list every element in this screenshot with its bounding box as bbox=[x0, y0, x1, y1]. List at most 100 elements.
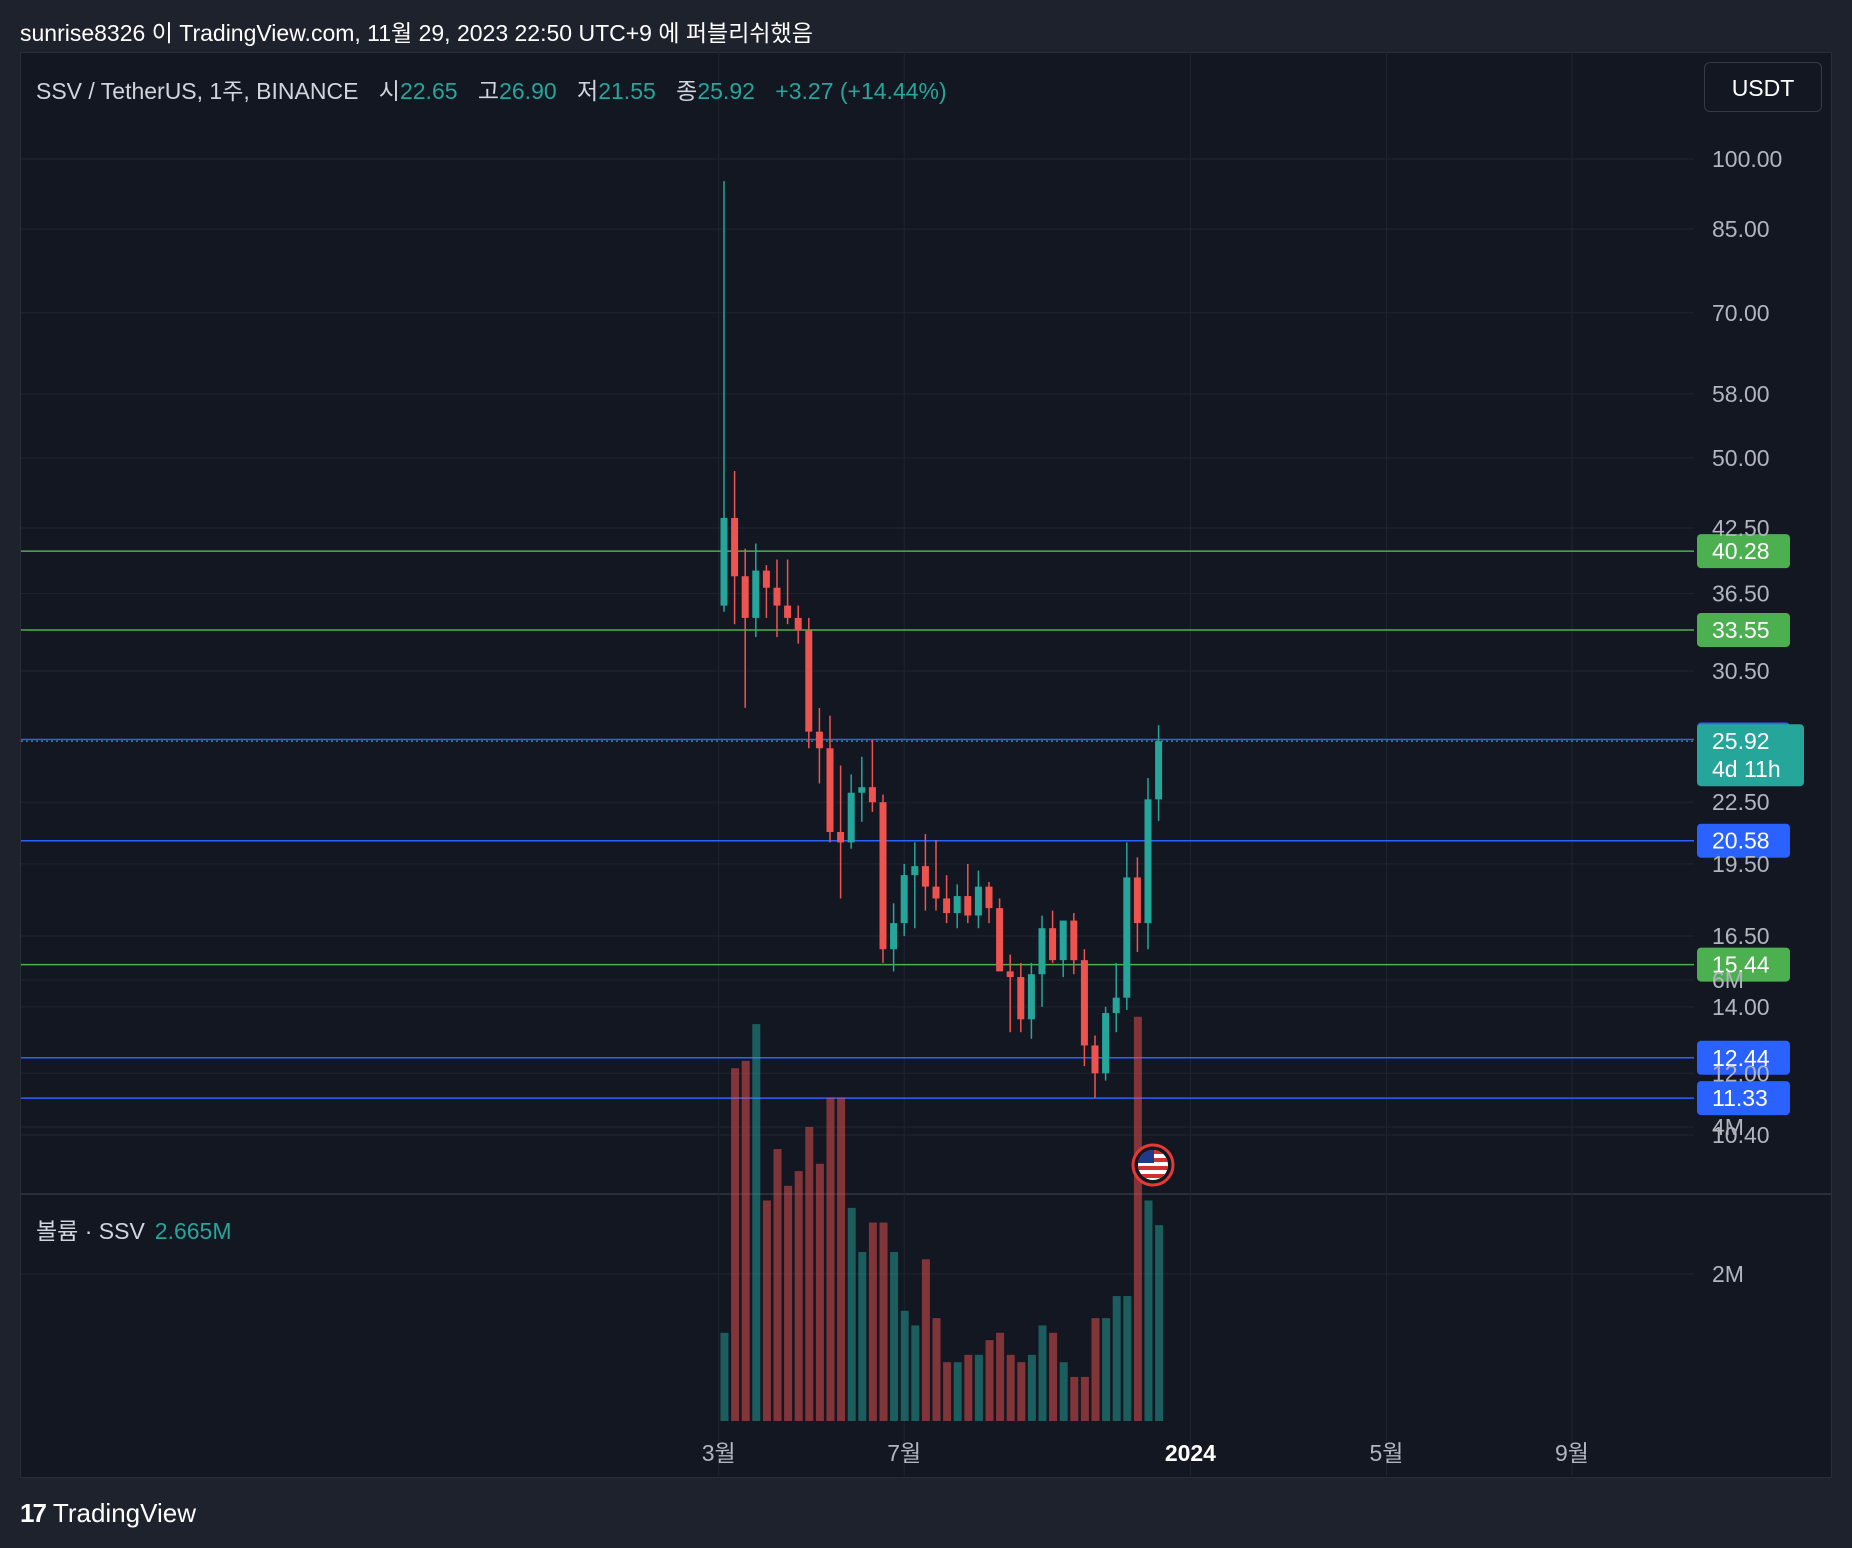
candle[interactable] bbox=[858, 756, 866, 822]
volume-bar[interactable] bbox=[1123, 1296, 1132, 1421]
volume-bar[interactable] bbox=[932, 1318, 941, 1421]
candle[interactable] bbox=[773, 559, 781, 638]
candle[interactable] bbox=[1112, 962, 1120, 1033]
volume-bar[interactable] bbox=[996, 1332, 1005, 1421]
candle[interactable] bbox=[985, 881, 993, 924]
candle[interactable] bbox=[762, 565, 770, 618]
candle[interactable] bbox=[1080, 949, 1088, 1067]
volume-bar[interactable] bbox=[911, 1325, 920, 1421]
price-tick-label: 19.50 bbox=[1712, 851, 1770, 877]
candle[interactable] bbox=[932, 840, 940, 911]
candle[interactable] bbox=[720, 181, 728, 612]
volume-bar[interactable] bbox=[847, 1207, 856, 1421]
volume-bar[interactable] bbox=[1091, 1318, 1100, 1421]
candle[interactable] bbox=[911, 842, 919, 929]
volume-bar[interactable] bbox=[900, 1310, 909, 1421]
volume-bar[interactable] bbox=[731, 1068, 740, 1421]
candle[interactable] bbox=[921, 834, 929, 911]
volume-bar[interactable] bbox=[1133, 1016, 1142, 1421]
candle[interactable] bbox=[890, 903, 898, 972]
price-tick-label: 10.40 bbox=[1712, 1122, 1770, 1148]
price-tick-label: 12.00 bbox=[1712, 1060, 1770, 1086]
candle[interactable] bbox=[1006, 954, 1014, 1033]
volume-bar[interactable] bbox=[1144, 1200, 1153, 1422]
candle[interactable] bbox=[1027, 962, 1035, 1039]
level-label: 12.44 bbox=[1697, 1040, 1790, 1075]
candle[interactable] bbox=[1059, 920, 1067, 978]
tradingview-logo[interactable]: 17 TradingView bbox=[20, 1498, 196, 1529]
candle[interactable] bbox=[1017, 962, 1025, 1033]
volume-bar[interactable] bbox=[784, 1185, 793, 1421]
candle[interactable] bbox=[996, 898, 1004, 972]
volume-bar[interactable] bbox=[826, 1097, 835, 1421]
candle[interactable] bbox=[1102, 1006, 1110, 1081]
candle[interactable] bbox=[879, 794, 887, 963]
volume-bar[interactable] bbox=[868, 1222, 877, 1421]
candle[interactable] bbox=[731, 471, 739, 625]
candle[interactable] bbox=[1038, 915, 1046, 1007]
time-tick-label: 9월 bbox=[1555, 1440, 1589, 1466]
price-tick-label: 42.50 bbox=[1712, 515, 1770, 541]
candle[interactable] bbox=[964, 863, 972, 924]
volume-bar[interactable] bbox=[837, 1097, 846, 1421]
candle[interactable] bbox=[900, 863, 908, 936]
volume-bar[interactable] bbox=[1155, 1225, 1164, 1421]
volume-bar[interactable] bbox=[720, 1332, 729, 1421]
volume-bar[interactable] bbox=[964, 1354, 973, 1421]
volume-bar[interactable] bbox=[1027, 1354, 1036, 1421]
volume-bar[interactable] bbox=[794, 1171, 803, 1421]
volume-bar[interactable] bbox=[953, 1362, 962, 1421]
volume-bar[interactable] bbox=[921, 1259, 930, 1421]
volume-bar[interactable] bbox=[1017, 1362, 1026, 1421]
candle[interactable] bbox=[815, 707, 823, 784]
chart-panel[interactable] bbox=[20, 52, 1832, 1478]
candle[interactable] bbox=[943, 875, 951, 924]
candle[interactable] bbox=[794, 605, 802, 644]
candle[interactable] bbox=[837, 765, 845, 899]
candle[interactable] bbox=[868, 739, 876, 812]
volume-bar[interactable] bbox=[943, 1362, 952, 1421]
volume-bar[interactable] bbox=[752, 1024, 761, 1421]
candle[interactable] bbox=[974, 870, 982, 929]
volume-bar[interactable] bbox=[1070, 1376, 1079, 1421]
volume-bar[interactable] bbox=[985, 1340, 994, 1421]
candle[interactable] bbox=[953, 884, 961, 929]
volume-bar[interactable] bbox=[815, 1163, 824, 1421]
volume-bar[interactable] bbox=[858, 1251, 867, 1421]
volume-bar[interactable] bbox=[1059, 1362, 1068, 1421]
volume-axis: 6M 4M 2M bbox=[1712, 967, 1744, 1287]
us-flag-icon[interactable] bbox=[1131, 1143, 1175, 1187]
bar-countdown: 4d 11h bbox=[1712, 756, 1781, 782]
volume-bar[interactable] bbox=[1006, 1354, 1015, 1421]
candle[interactable] bbox=[1123, 842, 1131, 1010]
volume-bar[interactable] bbox=[1102, 1318, 1111, 1421]
candle[interactable] bbox=[1070, 913, 1078, 975]
close-value: 25.92 bbox=[697, 78, 755, 104]
volume-bar[interactable] bbox=[773, 1149, 782, 1421]
volume-bar[interactable] bbox=[1080, 1376, 1089, 1421]
volume-bar[interactable] bbox=[805, 1127, 814, 1421]
volume-bar[interactable] bbox=[1038, 1325, 1047, 1421]
volume-bar[interactable] bbox=[879, 1222, 888, 1421]
volume-bar[interactable] bbox=[890, 1251, 899, 1421]
candle[interactable] bbox=[1133, 857, 1141, 952]
candle[interactable] bbox=[847, 774, 855, 849]
candle[interactable] bbox=[1091, 1035, 1099, 1099]
price-tick-label: 16.50 bbox=[1712, 923, 1770, 949]
candle[interactable] bbox=[826, 715, 834, 843]
volume-bar[interactable] bbox=[762, 1200, 771, 1422]
volume-bar[interactable] bbox=[1112, 1296, 1121, 1421]
candle[interactable] bbox=[805, 617, 813, 749]
close-label: 종 bbox=[676, 78, 698, 104]
candle[interactable] bbox=[1049, 910, 1057, 963]
volume-bar[interactable] bbox=[1049, 1332, 1058, 1421]
candle[interactable] bbox=[1144, 778, 1152, 950]
volume-bar[interactable] bbox=[974, 1354, 983, 1421]
candle[interactable] bbox=[752, 543, 760, 638]
volume-bar[interactable] bbox=[741, 1060, 750, 1421]
candle[interactable] bbox=[741, 548, 749, 708]
candle[interactable] bbox=[784, 559, 792, 625]
candle[interactable] bbox=[1155, 725, 1163, 821]
currency-button[interactable]: USDT bbox=[1704, 62, 1822, 112]
